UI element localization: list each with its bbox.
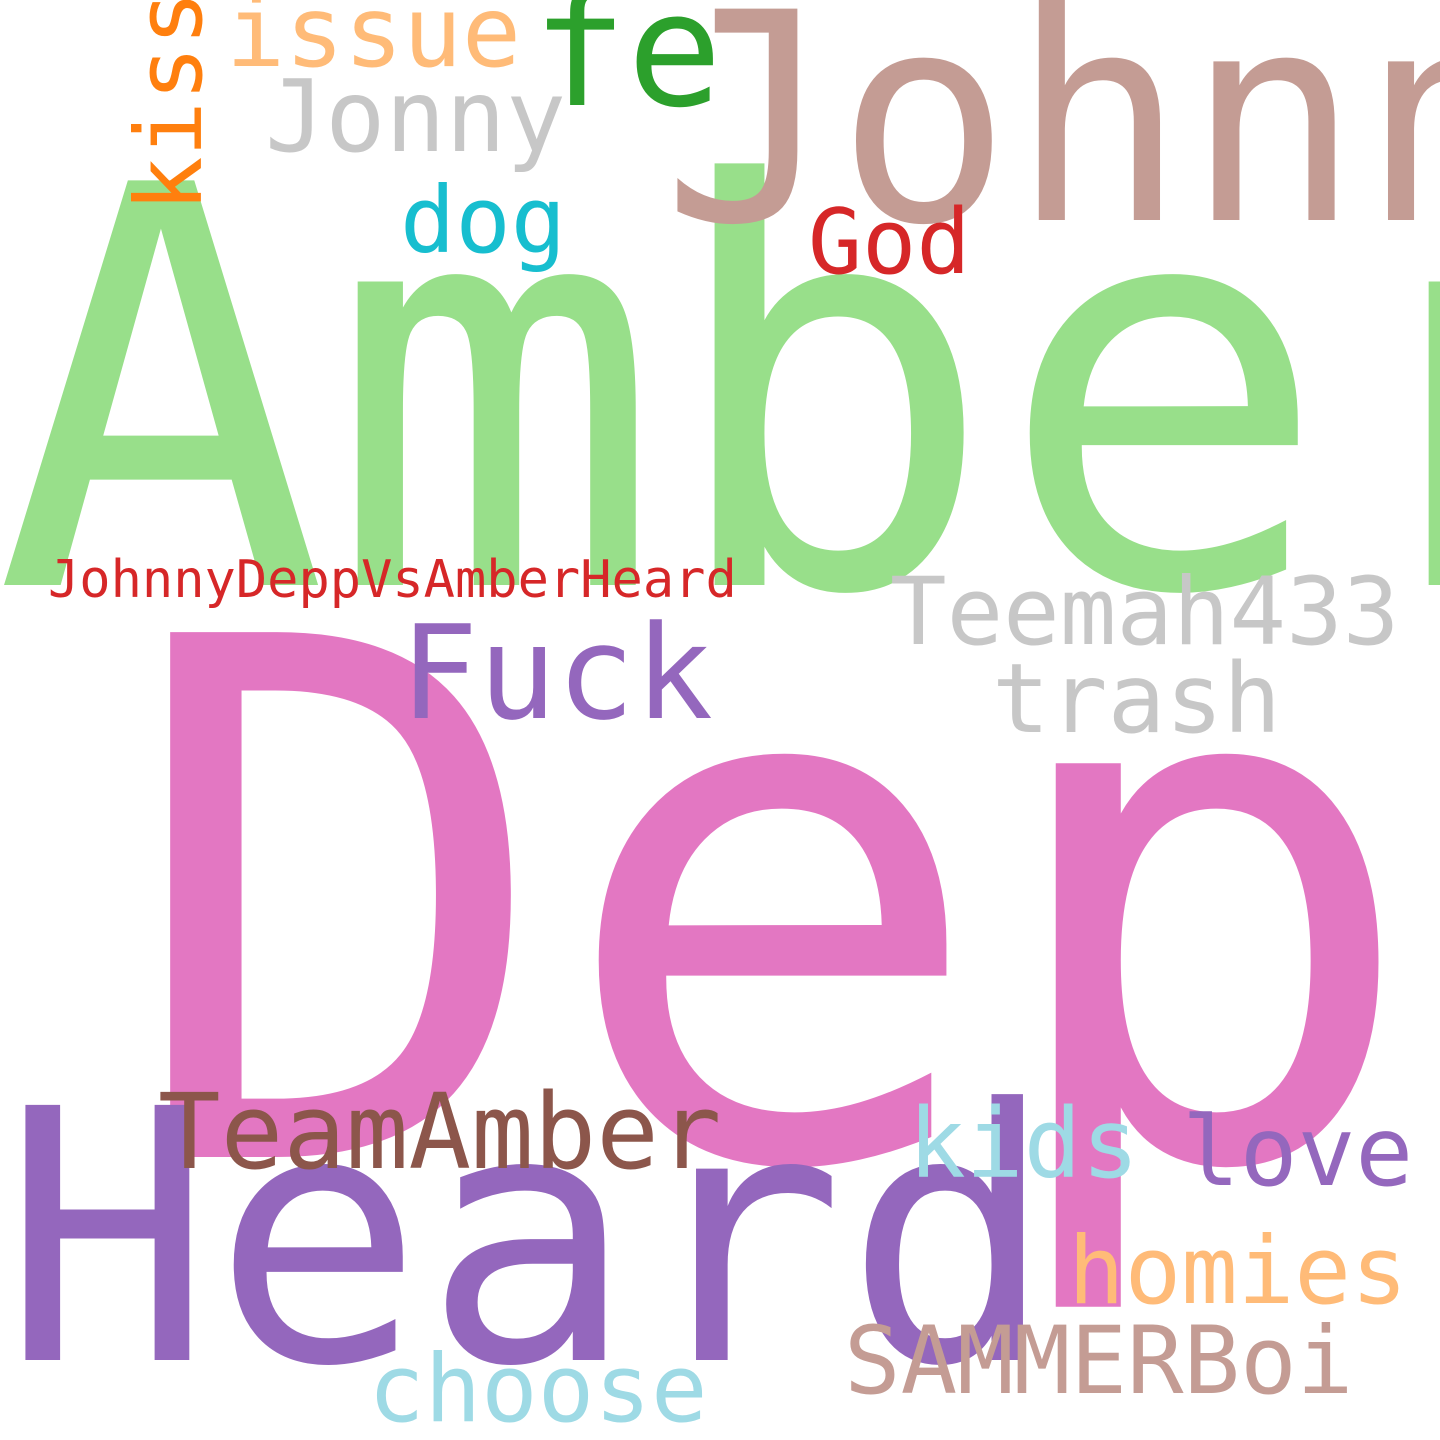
word-fuck: Fuck: [400, 597, 714, 749]
word-sammerboi: SAMMERBoi: [844, 1307, 1354, 1416]
word-depp: Depp: [122, 489, 1440, 1327]
word-johnny: Johnny: [662, 0, 1440, 289]
word-teemah433: Teemah433: [890, 558, 1400, 667]
word-trash: trash: [992, 643, 1281, 755]
word-kiss: kiss: [116, 0, 223, 212]
word-teamamber: TeamAmber: [158, 1071, 722, 1193]
word-choose: choose: [368, 1335, 708, 1440]
word-issue: issue: [226, 0, 522, 90]
word-love: love: [1182, 1096, 1414, 1208]
word-kids: kids: [908, 1088, 1140, 1200]
word-homies: homies: [1068, 1217, 1408, 1326]
word-heard: Heard: [2, 1035, 1056, 1440]
word-dog: dog: [400, 167, 567, 274]
word-fe: fe: [532, 0, 723, 143]
word-god: God: [808, 190, 971, 295]
word-amber: Amber: [0, 70, 1440, 716]
word-jonny: Jonny: [265, 58, 567, 175]
word-johnnydeppvsamberheard: JohnnyDeppVsAmberHeard: [48, 550, 737, 610]
